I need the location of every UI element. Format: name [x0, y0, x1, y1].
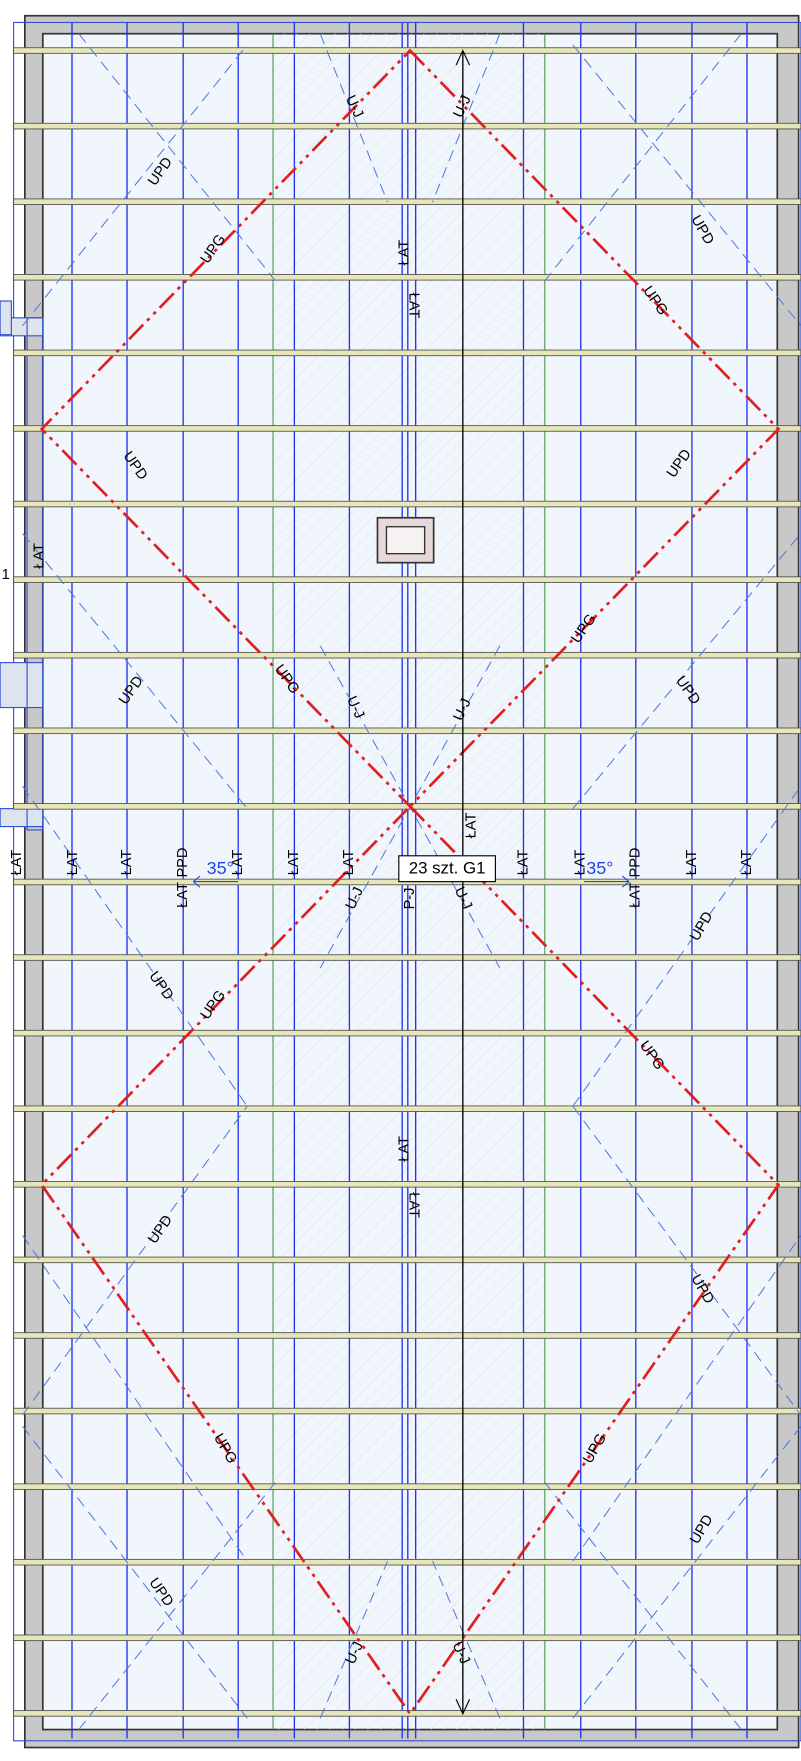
side-element — [0, 301, 11, 335]
batten — [14, 1257, 801, 1263]
batten — [14, 274, 801, 280]
batten — [14, 955, 801, 961]
label: ŁAT — [396, 1136, 412, 1162]
angle-label: 35° — [586, 858, 613, 878]
label: ŁAT — [119, 850, 135, 876]
label: ŁAT — [9, 850, 25, 876]
label: ŁAT — [286, 850, 302, 876]
batten — [14, 1635, 801, 1641]
label: PPD — [628, 848, 644, 878]
batten — [14, 1181, 801, 1187]
label: PPD — [175, 848, 191, 878]
label: ŁAT — [628, 882, 644, 908]
label: ŁAT — [406, 293, 422, 319]
batten — [14, 426, 801, 432]
label: ŁAT — [175, 882, 191, 908]
batten — [14, 1333, 801, 1339]
label: ŁAT — [65, 850, 81, 876]
label: ŁAT — [396, 240, 412, 266]
label: P-J — [402, 888, 418, 910]
chimney-inner — [386, 527, 424, 554]
angle-label: 35° — [207, 858, 234, 878]
batten — [14, 1408, 801, 1414]
batten — [14, 1106, 801, 1112]
side-element — [0, 663, 43, 708]
label: 1 — [2, 567, 10, 583]
label: ŁAT — [341, 850, 357, 876]
roof-plan: UPDUPGU-JU-JŁATŁATUPDUPGŁATUPDUPDUPGUPGU… — [0, 0, 801, 1761]
batten — [14, 728, 801, 734]
side-element — [0, 809, 43, 827]
batten — [14, 1030, 801, 1036]
label: ŁAT — [684, 850, 700, 876]
batten — [14, 1484, 801, 1490]
batten — [14, 199, 801, 205]
label: ŁAT — [31, 543, 47, 569]
batten — [14, 350, 801, 356]
label: ŁAT — [406, 1192, 422, 1218]
label: ŁAT — [515, 850, 531, 876]
label: ŁAT — [739, 850, 755, 876]
label: ŁAT — [464, 813, 480, 839]
batten — [14, 501, 801, 507]
count-label: 23 szt. G1 — [409, 859, 486, 878]
batten — [14, 1559, 801, 1565]
batten — [14, 652, 801, 658]
batten — [14, 577, 801, 583]
batten — [14, 123, 801, 129]
